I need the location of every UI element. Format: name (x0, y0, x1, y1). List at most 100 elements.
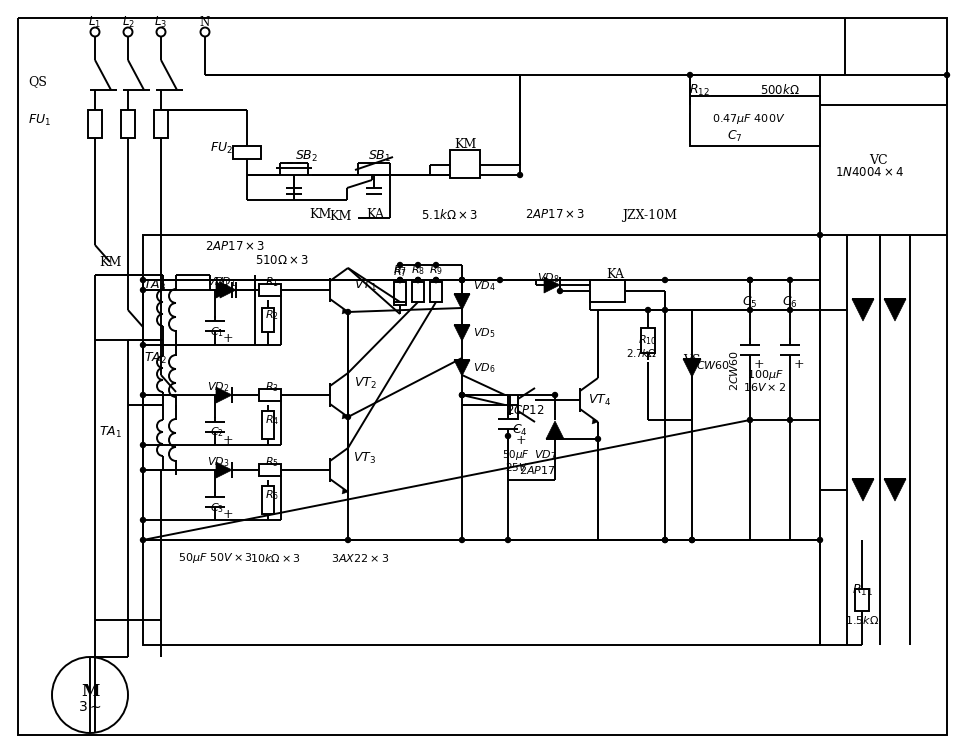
Text: $VD_1$: $VD_1$ (207, 275, 230, 289)
Text: $VT_3$: $VT_3$ (353, 450, 376, 465)
Circle shape (141, 277, 146, 283)
Text: $VD_4$: $VD_4$ (473, 279, 496, 293)
Text: $VD_5$: $VD_5$ (473, 326, 495, 340)
Text: $R_5$: $R_5$ (265, 455, 279, 469)
Circle shape (787, 308, 792, 313)
Bar (233, 146, 261, 159)
Text: $2CW60$: $2CW60$ (728, 350, 740, 390)
Polygon shape (852, 479, 874, 501)
Circle shape (690, 538, 695, 542)
Text: KM: KM (454, 138, 476, 151)
Circle shape (141, 393, 146, 398)
Text: $R_1$: $R_1$ (265, 275, 279, 289)
Text: $R_4$: $R_4$ (264, 413, 279, 427)
Circle shape (52, 657, 128, 733)
Circle shape (517, 172, 522, 177)
Text: $R_9$: $R_9$ (429, 263, 443, 277)
Polygon shape (852, 299, 874, 321)
Text: $TA_2$: $TA_2$ (144, 350, 166, 365)
Text: $FU_1$: $FU_1$ (28, 113, 51, 128)
Circle shape (141, 538, 146, 542)
Bar (430, 282, 442, 302)
Text: $R_8$: $R_8$ (411, 263, 425, 277)
Text: $2AP17$: $2AP17$ (519, 464, 555, 476)
Circle shape (663, 538, 668, 542)
Text: $3AX22\times3$: $3AX22\times3$ (331, 552, 389, 564)
Polygon shape (342, 489, 348, 494)
Circle shape (91, 28, 99, 37)
Text: $2CP12$: $2CP12$ (506, 404, 544, 417)
Polygon shape (544, 277, 560, 293)
Text: $510\Omega\times3$: $510\Omega\times3$ (255, 253, 309, 266)
Circle shape (945, 72, 950, 77)
Text: $50\mu F\ 50V\times3$: $50\mu F\ 50V\times3$ (178, 551, 253, 565)
Polygon shape (216, 387, 232, 403)
Circle shape (748, 277, 753, 283)
Text: $SB_1$: $SB_1$ (369, 148, 392, 163)
Polygon shape (220, 282, 236, 298)
Text: $VD_1$: $VD_1$ (214, 275, 236, 289)
Text: $VT_1$: $VT_1$ (353, 277, 376, 293)
Circle shape (433, 277, 438, 283)
Text: $VD_8$: $VD_8$ (537, 271, 560, 285)
Circle shape (817, 538, 822, 542)
Bar (88, 110, 102, 138)
Circle shape (345, 414, 350, 420)
Text: $L_2$: $L_2$ (122, 14, 134, 29)
Circle shape (748, 308, 753, 313)
Text: QS: QS (28, 75, 47, 89)
Circle shape (345, 310, 350, 314)
Text: $R_{11}$: $R_{11}$ (851, 583, 872, 598)
Text: $2CW60$: $2CW60$ (689, 359, 731, 371)
Circle shape (416, 277, 421, 283)
Text: VC: VC (868, 153, 887, 166)
Bar (259, 389, 281, 401)
Text: $R_3$: $R_3$ (265, 380, 279, 394)
Text: KA: KA (606, 268, 624, 281)
Text: +: + (754, 359, 764, 371)
Text: $TA_1$: $TA_1$ (98, 424, 122, 440)
Circle shape (201, 28, 209, 37)
Circle shape (748, 277, 753, 283)
Circle shape (141, 342, 146, 347)
Text: N: N (200, 16, 210, 29)
Text: $L_3$: $L_3$ (154, 14, 168, 29)
Text: +: + (223, 508, 234, 521)
Circle shape (663, 277, 668, 283)
Text: $C_1$: $C_1$ (210, 325, 224, 339)
Text: $C_6$: $C_6$ (783, 295, 798, 310)
Polygon shape (454, 360, 470, 376)
Text: $VT_4$: $VT_4$ (589, 393, 612, 408)
Text: $VD_3$: $VD_3$ (207, 455, 230, 469)
Bar (259, 464, 281, 476)
Circle shape (141, 442, 146, 447)
Text: $2AP17\times3$: $2AP17\times3$ (525, 208, 585, 222)
Bar (262, 486, 274, 514)
Circle shape (398, 277, 402, 283)
Bar (259, 284, 281, 296)
Circle shape (416, 277, 421, 283)
Text: $25V$: $25V$ (505, 461, 528, 473)
Text: $R_{10}$: $R_{10}$ (639, 333, 657, 347)
Text: +: + (516, 433, 527, 447)
Text: $VD_6$: $VD_6$ (473, 361, 496, 375)
Text: $R_7$: $R_7$ (393, 265, 407, 279)
Text: M: M (81, 684, 99, 701)
Text: $TA_3$: $TA_3$ (144, 277, 167, 293)
Polygon shape (592, 419, 598, 424)
Circle shape (141, 287, 146, 293)
Circle shape (433, 277, 438, 283)
Circle shape (498, 277, 503, 283)
Circle shape (646, 308, 650, 313)
Polygon shape (683, 359, 701, 377)
Circle shape (506, 433, 510, 438)
Text: $R_{12}$: $R_{12}$ (689, 83, 710, 98)
Circle shape (345, 538, 350, 542)
Text: $0.47\mu F\ 400V$: $0.47\mu F\ 400V$ (712, 112, 786, 126)
Text: $R_6$: $R_6$ (265, 488, 279, 502)
Text: $VD_2$: $VD_2$ (207, 380, 229, 394)
Bar (394, 287, 406, 305)
Bar (690, 96, 820, 146)
Text: $1.5k\Omega$: $1.5k\Omega$ (845, 614, 879, 626)
Bar (450, 150, 480, 178)
